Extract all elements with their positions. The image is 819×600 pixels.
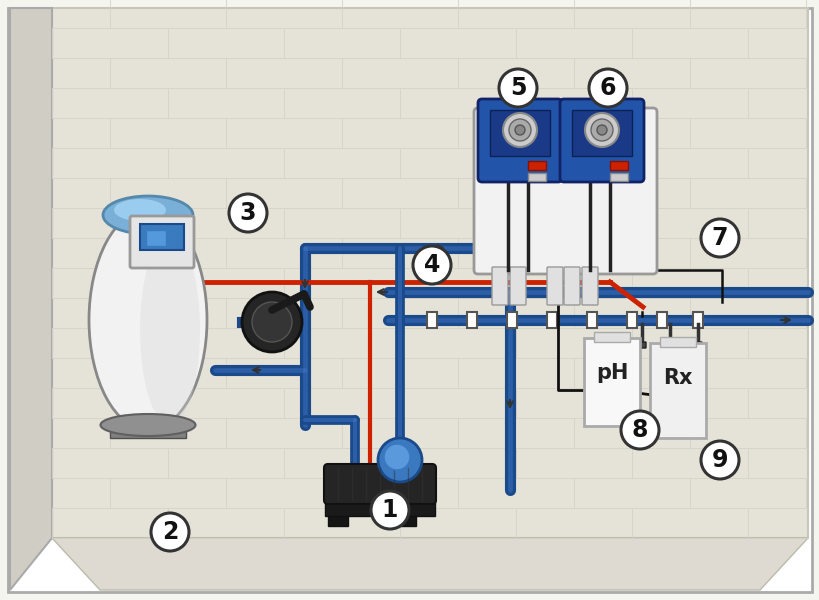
FancyBboxPatch shape bbox=[649, 343, 705, 438]
FancyBboxPatch shape bbox=[490, 110, 550, 156]
FancyBboxPatch shape bbox=[477, 99, 561, 182]
FancyBboxPatch shape bbox=[559, 99, 643, 182]
Text: 6: 6 bbox=[599, 76, 616, 100]
FancyBboxPatch shape bbox=[665, 342, 673, 348]
Circle shape bbox=[151, 513, 188, 551]
Ellipse shape bbox=[140, 235, 200, 425]
Circle shape bbox=[590, 119, 613, 141]
Polygon shape bbox=[10, 8, 52, 590]
Circle shape bbox=[596, 125, 606, 135]
FancyBboxPatch shape bbox=[506, 312, 516, 328]
Circle shape bbox=[584, 113, 618, 147]
Circle shape bbox=[588, 69, 627, 107]
Circle shape bbox=[229, 194, 267, 232]
Ellipse shape bbox=[103, 196, 192, 234]
Circle shape bbox=[499, 69, 536, 107]
Circle shape bbox=[378, 438, 422, 482]
FancyBboxPatch shape bbox=[491, 267, 508, 305]
Text: 8: 8 bbox=[631, 418, 648, 442]
FancyBboxPatch shape bbox=[627, 312, 636, 328]
Text: 2: 2 bbox=[161, 520, 178, 544]
Text: 7: 7 bbox=[711, 226, 727, 250]
Text: 9: 9 bbox=[711, 448, 727, 472]
FancyBboxPatch shape bbox=[146, 230, 165, 246]
Text: 4: 4 bbox=[423, 253, 440, 277]
Circle shape bbox=[502, 113, 536, 147]
Ellipse shape bbox=[114, 199, 165, 221]
Circle shape bbox=[251, 302, 292, 342]
FancyBboxPatch shape bbox=[586, 312, 596, 328]
Circle shape bbox=[383, 444, 410, 470]
FancyBboxPatch shape bbox=[396, 514, 415, 526]
FancyBboxPatch shape bbox=[527, 161, 545, 170]
FancyBboxPatch shape bbox=[427, 312, 437, 328]
FancyBboxPatch shape bbox=[693, 342, 701, 348]
FancyBboxPatch shape bbox=[509, 267, 525, 305]
FancyBboxPatch shape bbox=[467, 312, 477, 328]
Circle shape bbox=[620, 411, 658, 449]
FancyBboxPatch shape bbox=[609, 173, 627, 181]
FancyBboxPatch shape bbox=[609, 161, 627, 170]
FancyBboxPatch shape bbox=[324, 498, 434, 516]
FancyBboxPatch shape bbox=[140, 224, 183, 250]
FancyBboxPatch shape bbox=[593, 332, 629, 342]
FancyBboxPatch shape bbox=[130, 216, 194, 268]
FancyBboxPatch shape bbox=[546, 267, 563, 305]
FancyBboxPatch shape bbox=[473, 108, 656, 274]
FancyBboxPatch shape bbox=[656, 312, 666, 328]
Text: pH: pH bbox=[595, 363, 627, 383]
Circle shape bbox=[242, 292, 301, 352]
FancyBboxPatch shape bbox=[637, 342, 645, 348]
FancyBboxPatch shape bbox=[527, 173, 545, 181]
Text: Rx: Rx bbox=[663, 368, 692, 388]
Text: 5: 5 bbox=[509, 76, 526, 100]
FancyBboxPatch shape bbox=[110, 422, 186, 438]
FancyBboxPatch shape bbox=[328, 514, 347, 526]
Circle shape bbox=[700, 219, 738, 257]
Ellipse shape bbox=[89, 210, 206, 430]
FancyBboxPatch shape bbox=[563, 267, 579, 305]
Circle shape bbox=[370, 491, 409, 529]
FancyBboxPatch shape bbox=[572, 110, 631, 156]
FancyBboxPatch shape bbox=[692, 312, 702, 328]
Circle shape bbox=[413, 246, 450, 284]
Polygon shape bbox=[52, 538, 807, 590]
FancyBboxPatch shape bbox=[659, 337, 695, 347]
FancyBboxPatch shape bbox=[546, 312, 556, 328]
Circle shape bbox=[700, 441, 738, 479]
Text: 3: 3 bbox=[239, 201, 256, 225]
FancyBboxPatch shape bbox=[581, 267, 597, 305]
Text: 1: 1 bbox=[382, 498, 398, 522]
Circle shape bbox=[509, 119, 531, 141]
FancyBboxPatch shape bbox=[324, 464, 436, 504]
Circle shape bbox=[514, 125, 524, 135]
FancyBboxPatch shape bbox=[8, 8, 811, 592]
FancyBboxPatch shape bbox=[583, 338, 639, 426]
Ellipse shape bbox=[101, 414, 195, 436]
Polygon shape bbox=[52, 8, 807, 538]
